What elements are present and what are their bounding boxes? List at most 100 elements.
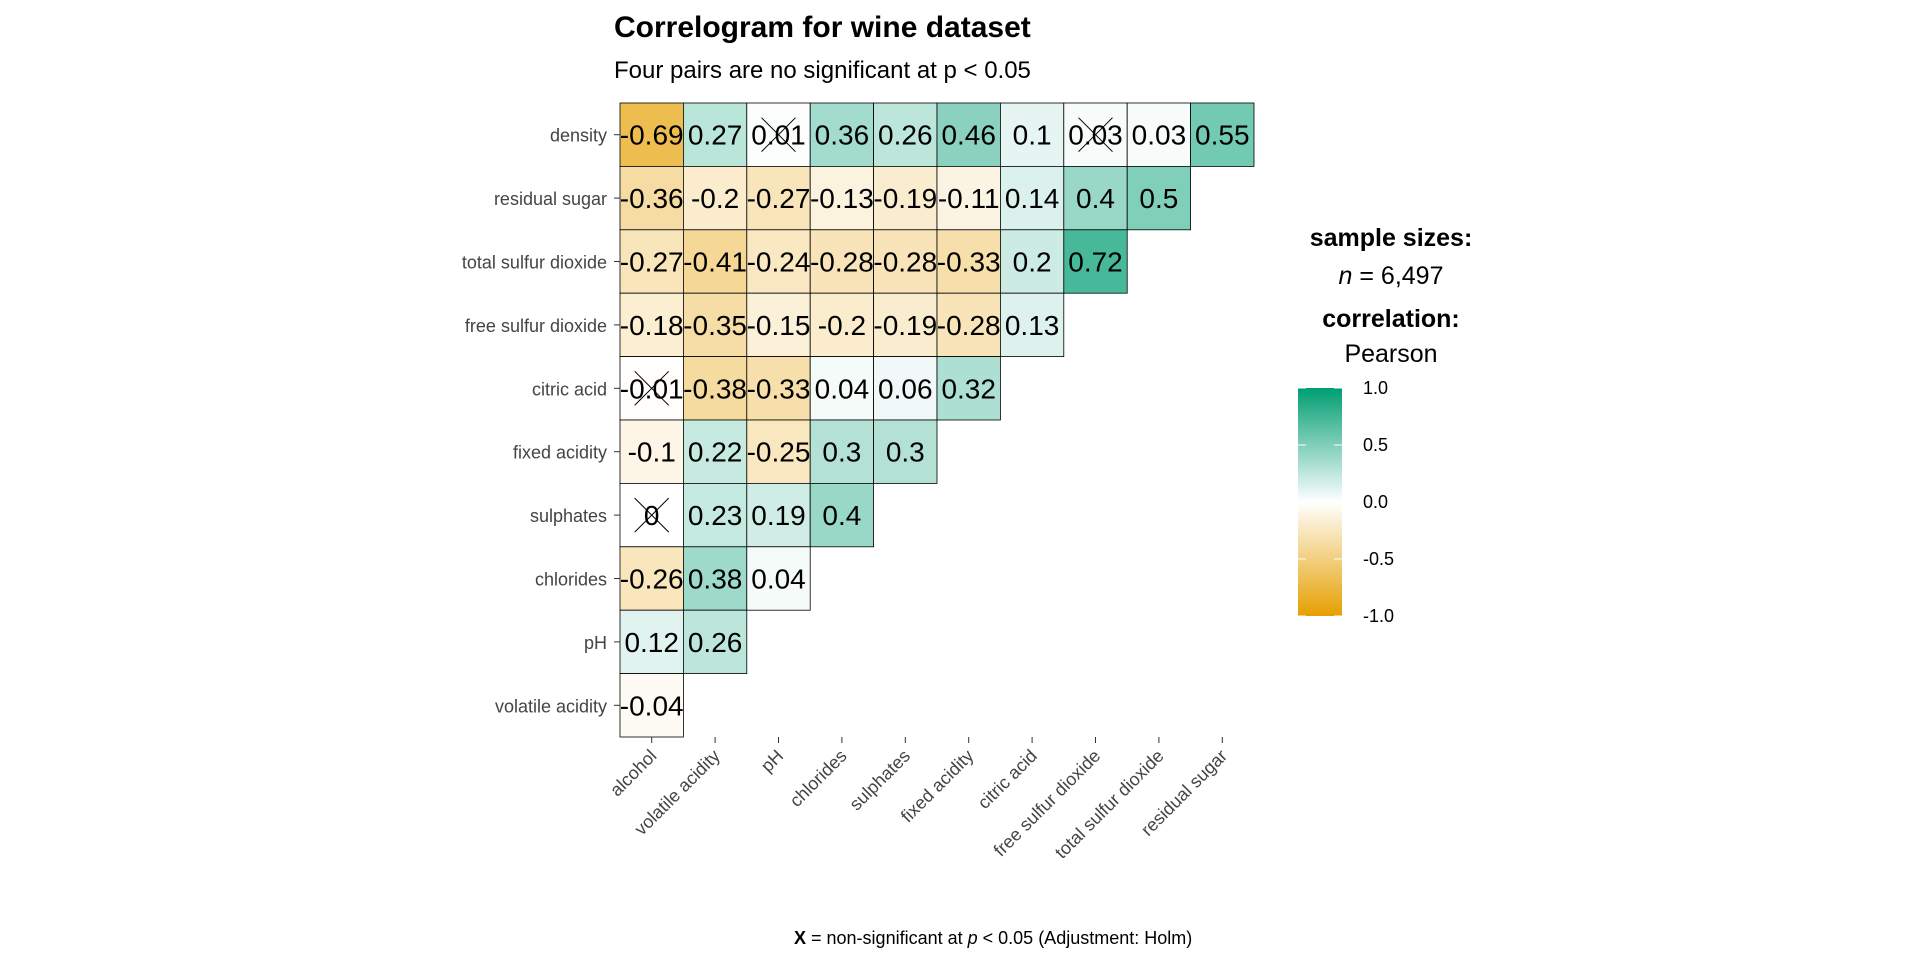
cell-label: 0.46 — [941, 120, 996, 151]
heatmap-cell — [683, 102, 748, 167]
y-tick-label: residual sugar — [494, 189, 607, 209]
heatmap-cell — [873, 229, 938, 294]
heatmap-cell — [936, 356, 1001, 421]
cell-label: -0.24 — [747, 247, 811, 278]
y-tick-label: citric acid — [532, 379, 607, 399]
heatmap-cell — [809, 102, 875, 167]
cell-label: 0.04 — [751, 564, 806, 595]
y-axis: density residual sugar total sulfur dioxid… — [462, 126, 620, 716]
cell-label: -0.2 — [818, 310, 866, 341]
y-tick-label: total sulfur dioxide — [462, 253, 607, 273]
nonsignificant-cross — [1078, 117, 1113, 153]
heatmap-cell — [619, 165, 684, 231]
heatmap-cell — [809, 482, 875, 548]
cell-label: -0.27 — [620, 247, 684, 278]
cell-label: -0.19 — [873, 310, 937, 341]
heatmap-cells: -0.690.270.010.360.260.460.10.030.030.55… — [619, 102, 1255, 738]
caption-text-1: = non-significant at — [806, 928, 968, 948]
cell-label: -0.11 — [938, 183, 1000, 214]
cell-label: 0.06 — [878, 373, 933, 404]
cell-label: 0.32 — [941, 373, 996, 404]
cell-label: 0.13 — [1005, 310, 1060, 341]
heatmap-cell — [873, 102, 938, 167]
heatmap-cell — [683, 165, 748, 231]
y-tick-label: fixed acidity — [513, 443, 607, 463]
cell-label: -0.26 — [620, 564, 684, 595]
heatmap-cell — [746, 546, 811, 611]
heatmap-cell — [683, 482, 748, 548]
heatmap-cell — [683, 229, 748, 294]
heatmap-cell — [683, 419, 748, 484]
y-tick-label: pH — [584, 633, 607, 653]
heatmap-cell — [619, 609, 684, 675]
cell-label: 0.55 — [1195, 120, 1250, 151]
heatmap-cell — [809, 356, 875, 421]
heatmap-cell — [746, 356, 811, 421]
heatmap-cell — [746, 165, 811, 231]
cell-label: -0.33 — [747, 373, 811, 404]
heatmap-cell — [746, 292, 811, 358]
cell-label: -0.69 — [620, 120, 684, 151]
cell-label: -0.15 — [747, 310, 811, 341]
chart-caption: X = non-significant at p < 0.05 (Adjustm… — [794, 928, 1192, 948]
cell-label: 0.38 — [688, 564, 743, 595]
legend: sample sizes: n = 6,497 correlation: Pea… — [1298, 224, 1472, 626]
cell-label: 0.22 — [688, 437, 743, 468]
x-tick-label: free sulfur dioxide — [990, 746, 1105, 861]
legend-n-value: = 6,497 — [1352, 262, 1443, 290]
y-tick-label: free sulfur dioxide — [465, 316, 607, 336]
cell-label: 0.72 — [1068, 247, 1123, 278]
legend-tick-label: 1.0 — [1363, 378, 1388, 398]
heatmap-cell — [683, 609, 748, 675]
y-tick-label: volatile acidity — [495, 696, 607, 716]
cell-label: -0.28 — [937, 310, 1001, 341]
x-tick-label: alcohol — [606, 746, 660, 800]
x-tick-label: chlorides — [786, 746, 851, 811]
y-tick-label: density — [550, 126, 607, 146]
cell-label: -0.27 — [747, 183, 811, 214]
heatmap-cell — [619, 102, 684, 167]
cell-label: -0.33 — [937, 247, 1001, 278]
legend-tick-label: -1.0 — [1363, 606, 1394, 626]
heatmap-cell — [683, 292, 748, 358]
cell-label: -0.18 — [620, 310, 684, 341]
legend-correlation-title: correlation: — [1322, 305, 1460, 333]
cell-label: 0.36 — [815, 120, 870, 151]
nonsignificant-cross — [634, 497, 670, 533]
cell-label: -0.13 — [810, 183, 874, 214]
cell-label: -0.25 — [747, 437, 811, 468]
heatmap-cell — [936, 292, 1001, 358]
chart-subtitle: Four pairs are no significant at p < 0.0… — [614, 57, 1031, 84]
heatmap-cell — [873, 165, 938, 231]
legend-tick-label: -0.5 — [1363, 549, 1394, 569]
cell-label: 0.14 — [1005, 183, 1060, 214]
heatmap-cell — [1126, 102, 1191, 167]
cell-label: 0.3 — [822, 437, 861, 468]
heatmap-cell — [809, 165, 875, 231]
cell-label: 0.03 — [1132, 120, 1187, 151]
cell-label: 0.3 — [886, 437, 925, 468]
caption-text-2: < 0.05 (Adjustment: Holm) — [978, 928, 1193, 948]
cell-label: 0.19 — [751, 500, 806, 531]
heatmap-cell — [1190, 102, 1255, 167]
cell-label: 0.27 — [688, 120, 743, 151]
x-tick-label: total sulfur dioxide — [1051, 746, 1168, 863]
cell-label: -0.04 — [620, 690, 684, 721]
heatmap-cell — [619, 419, 684, 484]
y-tick-label: chlorides — [535, 570, 607, 590]
cell-label: 0.26 — [878, 120, 933, 151]
legend-tick-label: 0.0 — [1363, 492, 1388, 512]
heatmap-cell — [619, 229, 684, 294]
cell-label: -0.2 — [691, 183, 739, 214]
caption-p: p — [967, 928, 978, 948]
caption-mark: X — [794, 928, 806, 948]
heatmap-cell — [683, 546, 748, 611]
x-tick-label: citric acid — [974, 746, 1041, 813]
heatmap-cell — [1063, 165, 1128, 231]
heatmap-cell — [1063, 229, 1128, 294]
cell-label: -0.41 — [683, 247, 747, 278]
nonsignificant-cross — [761, 117, 796, 153]
